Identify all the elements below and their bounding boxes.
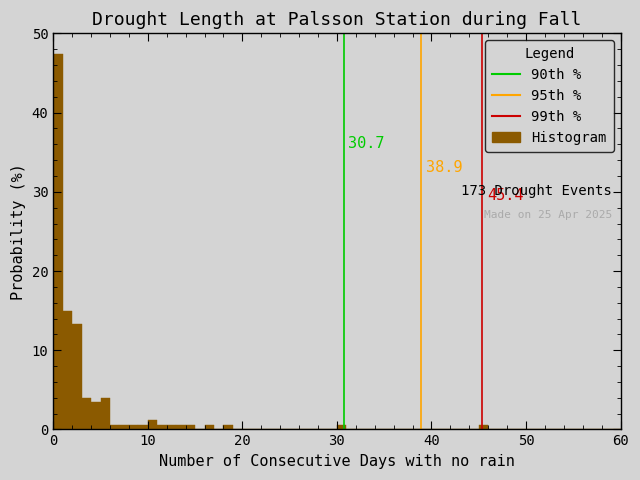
90th % (340, 419, 348, 424)
Bar (129, 425, 138, 430)
Text: 30.7: 30.7 (348, 136, 385, 151)
Legend: 90th %, 95th %, 99th %, Histogram: 90th %, 95th %, 99th %, Histogram (485, 40, 614, 152)
Bar (176, 425, 186, 430)
Bar (138, 425, 148, 430)
Text: 173 Drought Events: 173 Drought Events (461, 184, 612, 198)
Bar (100, 398, 110, 430)
Bar (167, 425, 176, 430)
99th % (479, 419, 486, 424)
Bar (186, 425, 195, 430)
Text: Made on 25 Apr 2025: Made on 25 Apr 2025 (484, 210, 612, 220)
Bar (91, 402, 100, 430)
Bar (53, 54, 63, 430)
99th % (479, 427, 486, 432)
Bar (479, 425, 488, 430)
95th % (417, 419, 425, 424)
Bar (82, 398, 91, 430)
Y-axis label: Probability (%): Probability (%) (11, 163, 26, 300)
Bar (337, 425, 346, 430)
Bar (157, 425, 167, 430)
Bar (72, 324, 82, 430)
Title: Drought Length at Palsson Station during Fall: Drought Length at Palsson Station during… (92, 11, 582, 29)
Text: 38.9: 38.9 (426, 160, 462, 175)
Bar (63, 311, 72, 430)
95th % (417, 427, 425, 432)
90th % (340, 427, 348, 432)
Text: 45.4: 45.4 (487, 188, 524, 203)
Bar (148, 420, 157, 430)
Bar (223, 425, 233, 430)
Bar (205, 425, 214, 430)
Bar (120, 425, 129, 430)
Bar (110, 425, 120, 430)
X-axis label: Number of Consecutive Days with no rain: Number of Consecutive Days with no rain (159, 454, 515, 469)
